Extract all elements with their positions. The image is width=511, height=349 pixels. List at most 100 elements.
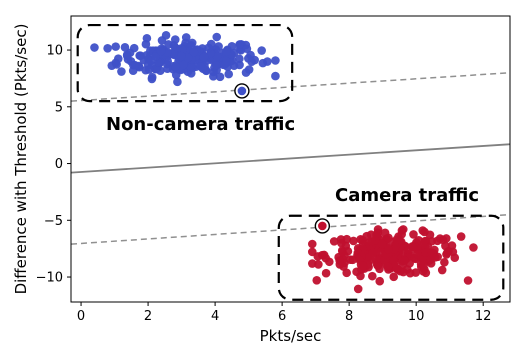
series-1-point: [403, 245, 413, 254]
series-0-point: [136, 51, 145, 61]
series-1-point: [409, 230, 418, 239]
data-points: [90, 31, 478, 294]
series-1-point: [392, 235, 402, 245]
series-0-point: [242, 44, 252, 54]
series-0-point: [212, 32, 222, 42]
margin-line-2: [71, 213, 510, 245]
series-0-point: [183, 53, 193, 63]
series-0-point: [235, 40, 244, 49]
series-0-point: [212, 52, 222, 61]
series-1-point: [469, 243, 478, 252]
camera-traffic-label: Camera traffic: [335, 185, 479, 206]
series-0-point: [129, 43, 139, 53]
series-0-point: [222, 56, 231, 66]
y-tick-label: 10: [46, 44, 63, 59]
series-0-point: [117, 67, 126, 76]
series-0-point: [257, 46, 266, 55]
series-1-point: [414, 236, 423, 245]
series-1-point: [335, 260, 345, 269]
series-1-point: [349, 236, 358, 246]
series-1-point: [314, 260, 323, 269]
highlight-point-1: [318, 221, 327, 231]
series-0-point: [130, 60, 140, 70]
series-1-point: [362, 231, 371, 241]
series-0-point: [103, 43, 112, 53]
series-1-point: [430, 253, 440, 262]
reference-lines: [71, 71, 510, 245]
series-0-point: [90, 43, 99, 52]
series-1-point: [373, 228, 383, 237]
series-0-point: [224, 69, 234, 79]
series-1-point: [421, 268, 431, 278]
series-1-point: [425, 230, 435, 240]
highlighted-points: [234, 83, 331, 234]
series-0-point: [181, 33, 191, 42]
series-1-point: [400, 256, 409, 265]
y-tick-label: 0: [55, 157, 63, 172]
x-tick-label: 2: [144, 309, 152, 324]
highlight-point-0: [237, 86, 247, 96]
x-tick-label: 12: [475, 309, 492, 324]
series-1-point: [383, 262, 393, 272]
series-0-point: [170, 35, 180, 44]
series-0-point: [151, 64, 161, 74]
series-1-point: [307, 239, 317, 249]
series-1-point: [463, 276, 473, 285]
series-0-point: [111, 42, 120, 51]
series-1-point: [367, 237, 376, 247]
series-0-point: [204, 43, 213, 53]
x-tick-label: 6: [278, 309, 286, 324]
series-1-point: [421, 248, 431, 257]
series-0-point: [120, 42, 130, 52]
series-0-point: [157, 36, 167, 45]
series-1-point: [337, 238, 346, 248]
y-axis-ticks: −10 −5 0 5 10: [36, 44, 71, 286]
series-0-point: [199, 52, 209, 62]
series-1-point: [329, 237, 339, 246]
series-0-point: [215, 72, 225, 82]
series-1-point: [398, 225, 408, 234]
series-1-point: [378, 239, 387, 249]
series-0-point: [147, 74, 157, 84]
series-1-point: [448, 247, 458, 257]
series-0-point: [177, 51, 186, 61]
series-0-point: [209, 67, 218, 77]
series-0-point: [189, 47, 199, 57]
series-0-point: [156, 46, 166, 56]
series-0-point: [112, 60, 121, 69]
series-0-point: [164, 40, 173, 49]
x-axis-ticks: 0 2 4 6 8 10 12: [77, 302, 492, 324]
plot-frame: [70, 15, 511, 303]
series-1-point: [437, 265, 447, 275]
region-box-1: [277, 214, 505, 301]
series-0-point: [179, 60, 188, 70]
series-0-point: [211, 60, 221, 70]
series-0-point: [122, 50, 132, 59]
cluster-regions: [76, 23, 505, 301]
series-1-point: [413, 250, 422, 259]
region-box-0: [76, 23, 294, 103]
series-1-point: [313, 252, 323, 261]
series-0-point: [271, 56, 280, 65]
series-0-point: [142, 33, 152, 43]
series-0-point: [271, 71, 280, 81]
series-1-point: [419, 260, 428, 270]
series-0-point: [171, 62, 180, 71]
x-tick-label: 8: [345, 309, 353, 324]
threshold-line: [71, 143, 510, 174]
y-tick-label: −5: [44, 214, 63, 229]
series-1-point: [389, 272, 399, 282]
series-1-point: [375, 276, 385, 286]
series-0-point: [221, 47, 231, 57]
series-1-point: [456, 232, 466, 241]
series-1-point: [433, 236, 442, 246]
series-1-point: [353, 284, 363, 294]
y-axis-label: Difference with Threshold (Pkts/sec): [12, 24, 30, 295]
series-1-point: [440, 257, 449, 267]
margin-line-1: [71, 71, 510, 102]
series-0-point: [235, 54, 244, 64]
x-tick-label: 10: [408, 309, 425, 324]
series-0-point: [196, 62, 205, 71]
series-0-point: [173, 77, 182, 87]
series-1-point: [312, 275, 322, 285]
